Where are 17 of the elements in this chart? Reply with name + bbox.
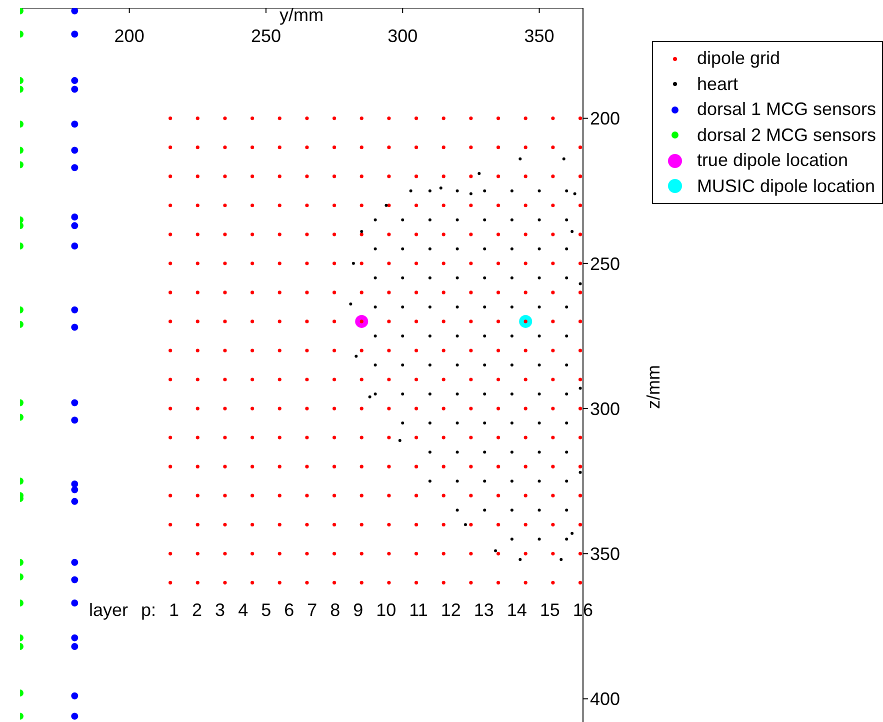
x-tick-label: 300 xyxy=(388,26,418,46)
x-tick-label: 200 xyxy=(114,26,144,46)
legend-label: heart xyxy=(696,72,738,96)
y-tick-label: 250 xyxy=(590,254,620,274)
legend-label: dipole grid xyxy=(696,47,780,70)
legend-label: dorsal 1 MCG sensors xyxy=(696,98,876,121)
y-tick-label: 350 xyxy=(590,544,620,564)
x-tick-label: 350 xyxy=(524,26,554,46)
x-axis-title: y/mm xyxy=(280,4,324,25)
y-tick-label: 200 xyxy=(590,108,620,129)
x-tick-label: 250 xyxy=(250,26,281,46)
legend-label: MUSIC dipole location xyxy=(696,174,876,198)
legend-label: dorsal 2 MCG sensors xyxy=(696,124,876,146)
legend-label: true dipole location xyxy=(696,149,848,172)
y-tick-label: 300 xyxy=(590,398,620,419)
y-tick-label: 400 xyxy=(590,689,620,710)
y-axis-title: z/mm xyxy=(643,365,664,409)
